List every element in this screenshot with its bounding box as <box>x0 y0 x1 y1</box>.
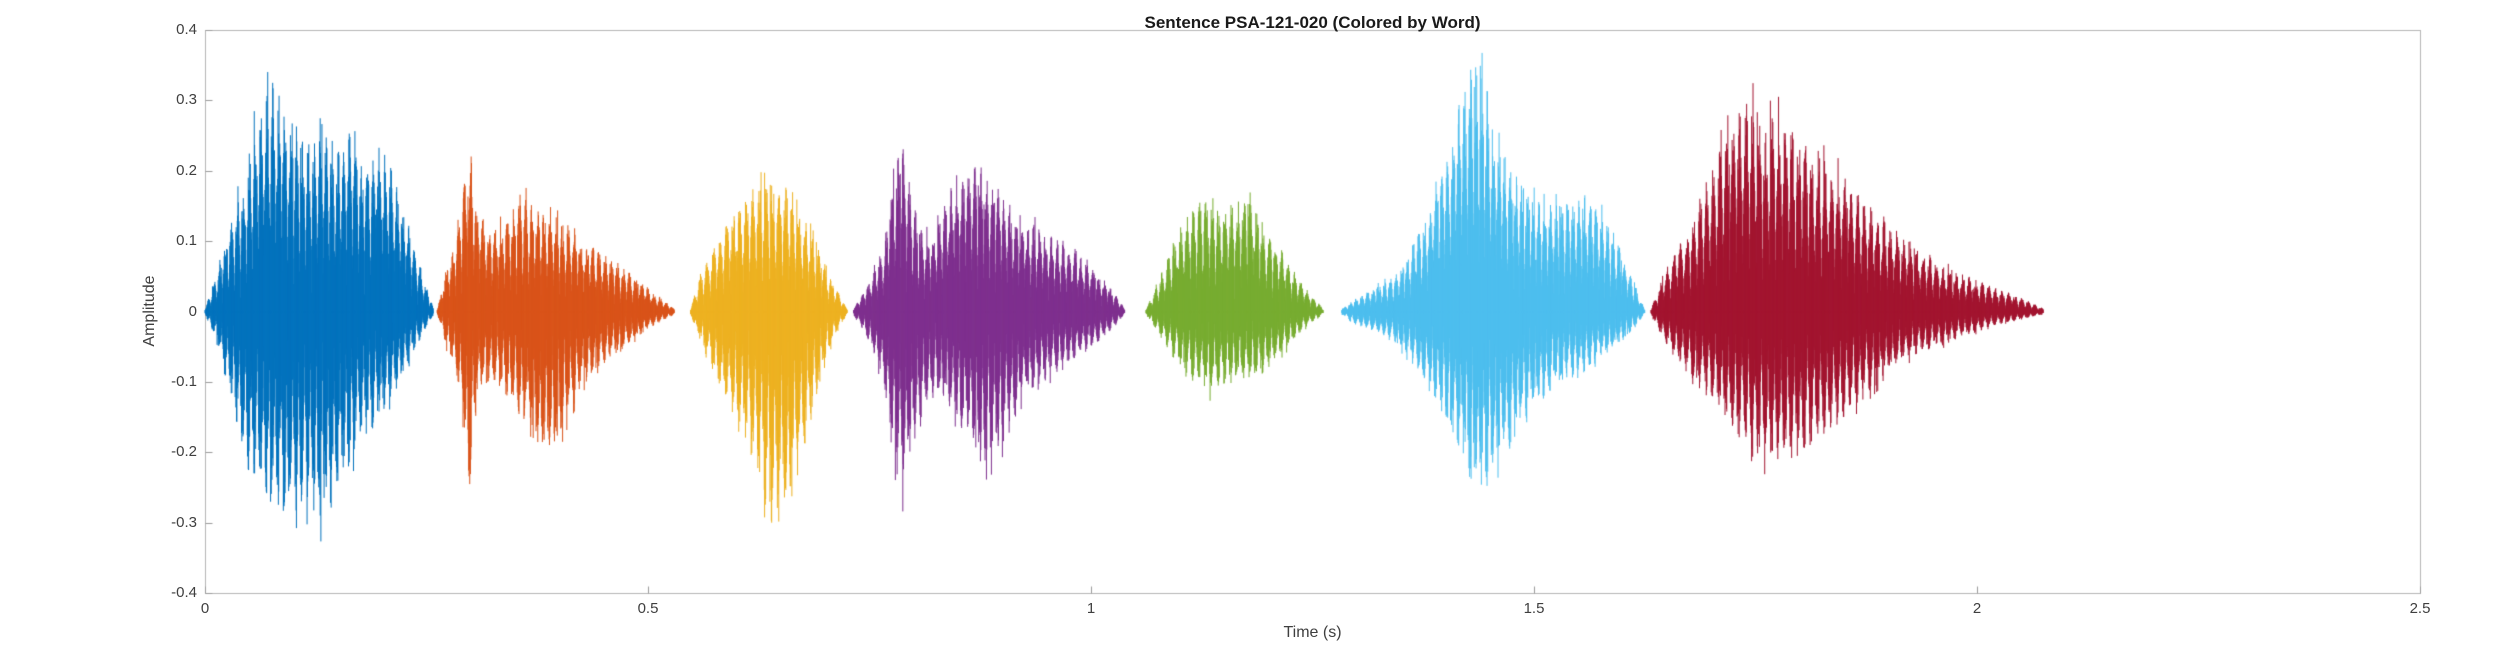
x-tick-label: 1 <box>1086 600 1096 617</box>
x-axis-label: Time (s) <box>1283 624 1342 641</box>
y-tick-label: -0.3 <box>171 513 197 531</box>
y-tick-label: 0 <box>188 302 197 320</box>
y-tick-label: 0.4 <box>176 21 197 38</box>
y-tick-label: 0.1 <box>176 232 197 250</box>
x-tick-label: 2 <box>1972 600 1982 617</box>
chart-title: Sentence PSA-121-020 (Colored by Word) <box>1144 13 1481 32</box>
y-tick-label: 0.2 <box>176 161 197 179</box>
y-tick-label: -0.2 <box>171 443 197 461</box>
x-tick-label: 2.5 <box>2409 600 2431 617</box>
x-tick-label: 0 <box>200 600 210 617</box>
x-tick-label: 1.5 <box>1523 600 1545 617</box>
x-tick-label: 0.5 <box>637 600 659 617</box>
y-tick-label: -0.1 <box>171 372 197 390</box>
y-tick-label: -0.4 <box>171 584 197 601</box>
y-tick-label: 0.3 <box>176 91 197 109</box>
